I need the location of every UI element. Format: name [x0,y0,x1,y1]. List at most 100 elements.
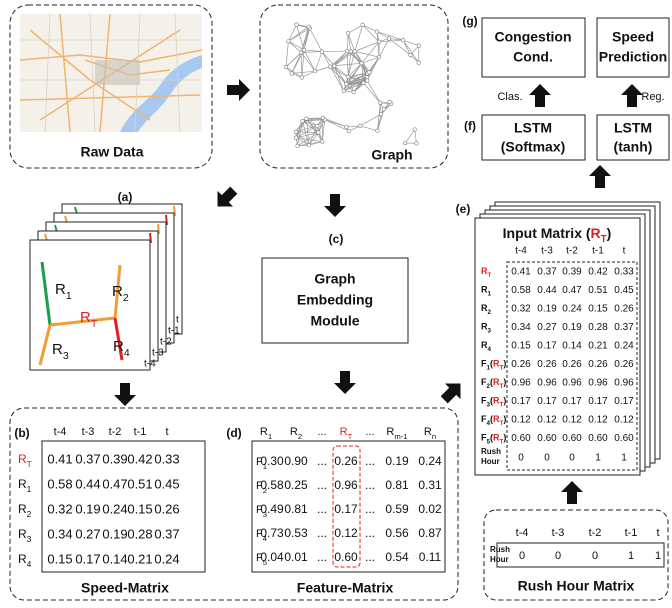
cell: 0.17 [334,502,358,516]
graph-node [294,130,298,134]
graph-node [302,48,306,52]
panel-label: (b) [14,426,29,440]
text-part: T [488,272,492,279]
cell: 0.60 [511,433,531,444]
graph-node [415,141,419,145]
text-part: T [91,318,98,330]
column-header: ... [317,426,326,438]
cell: 0.30 [260,454,284,468]
cell: 0.19 [562,322,582,333]
output-label: Prediction [599,49,667,65]
arrow [334,371,356,394]
cell: 0.17 [537,396,557,407]
cell: 0.44 [75,476,100,491]
cell: 0.24 [614,341,634,352]
lstm-label: LSTM [514,120,552,136]
cell: 0.42 [588,267,608,278]
text-part: R [18,527,27,541]
cell: 0.27 [75,526,100,541]
time-label: t-2 [160,337,172,348]
cell: 0.58 [260,478,284,492]
text-part: R [290,426,298,438]
cell: 0.26 [588,359,608,370]
graph-node [352,90,356,94]
cell: 1 [595,453,601,464]
row-label: Hour [481,457,500,466]
cell: 0.26 [154,501,179,516]
panel-label: (g) [462,14,477,28]
cell: 0.96 [588,378,608,389]
text-part: ) [503,414,506,424]
text-part: R [260,426,268,438]
text-part: R [113,338,124,355]
column-header: t [656,527,659,539]
graph-node [296,144,300,148]
cell: 0.81 [284,502,308,516]
cell: ... [365,502,375,516]
cell: 0.02 [418,502,442,516]
column-header: t-2 [566,246,578,257]
cell: 0.39 [562,267,582,278]
cell: 0.54 [385,550,409,564]
cell: 0.17 [588,396,608,407]
text-part: ) [503,359,506,369]
graph-node [377,55,381,59]
graph-node [365,75,369,79]
cell: 0.26 [562,359,582,370]
arrow-label: Clas. [497,91,522,103]
cell: 0.51 [127,476,152,491]
cell: 0.39 [102,451,127,466]
graph-node [346,49,350,53]
cell: 0.26 [511,359,531,370]
cell: 0.90 [284,454,308,468]
text-part: ... [365,426,374,438]
graph-node [329,65,333,69]
graph-node [307,143,311,147]
graph-node [317,131,321,135]
cell: 0.01 [284,550,308,564]
text-part: R [18,477,27,491]
cell: 0.34 [511,322,531,333]
cell: 0.12 [334,526,358,540]
cell: ... [365,526,375,540]
cell: 0.12 [511,415,531,426]
graph-node [409,53,413,57]
column-header: t [165,426,168,438]
cell: ... [317,478,327,492]
cell: 0.96 [562,378,582,389]
cell: 0.12 [562,415,582,426]
column-header: t-2 [109,426,122,438]
cell: 0.51 [588,285,608,296]
cell: 0.19 [75,501,100,516]
graph-node [375,30,379,34]
output-label: Speed [612,29,654,45]
cell: 0 [519,550,525,562]
graph-node [365,79,369,83]
cell: ... [365,454,375,468]
graph-node [305,117,309,121]
cell: 0.14 [102,551,127,566]
cell: 0.73 [260,526,284,540]
cell: 0.19 [102,526,127,541]
cell: 0.42 [127,451,152,466]
cell: 0.33 [154,451,179,466]
speed-matrix-title: Speed-Matrix [81,580,169,596]
text-part: R [18,502,27,516]
cell: 0.44 [537,285,557,296]
cell: 0.24 [154,551,179,566]
cell: 0.04 [260,550,284,564]
graph-node [346,75,350,79]
lstm-label: LSTM [614,120,652,136]
graph-node [290,72,294,76]
panel-label: (e) [456,202,471,216]
cell: 0.15 [47,551,72,566]
graph-node [347,129,351,133]
graph-node [320,50,324,54]
time-label: t-1 [168,326,180,337]
text-part: n [432,432,436,441]
cell: 0.12 [614,415,634,426]
cell: 0.96 [334,478,358,492]
text-part: R [55,281,66,298]
graph-node [332,64,336,68]
graph-node [377,40,381,44]
